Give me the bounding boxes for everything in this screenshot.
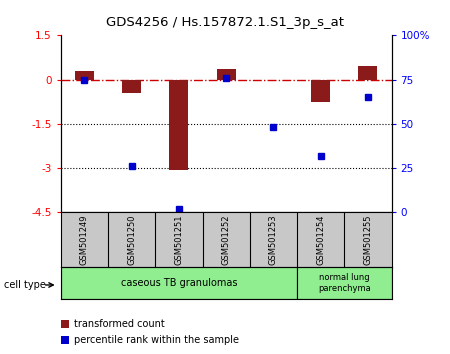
Text: percentile rank within the sample: percentile rank within the sample <box>74 335 239 345</box>
Text: GSM501253: GSM501253 <box>269 215 278 265</box>
Bar <box>61 267 297 299</box>
Text: GSM501252: GSM501252 <box>221 215 230 265</box>
Bar <box>61 320 69 328</box>
Bar <box>61 336 69 344</box>
Text: GSM501254: GSM501254 <box>316 215 325 265</box>
Text: GSM501249: GSM501249 <box>80 215 89 265</box>
Text: normal lung
parenchyma: normal lung parenchyma <box>318 274 371 293</box>
Text: transformed count: transformed count <box>74 319 165 329</box>
Text: GSM501250: GSM501250 <box>127 215 136 265</box>
Text: caseous TB granulomas: caseous TB granulomas <box>121 278 237 288</box>
Text: GSM501255: GSM501255 <box>364 215 373 265</box>
Text: GSM501251: GSM501251 <box>175 215 184 265</box>
Bar <box>311 80 330 102</box>
Bar <box>297 267 392 299</box>
Bar <box>169 80 189 170</box>
Text: cell type: cell type <box>4 280 46 290</box>
Bar <box>122 80 141 93</box>
Bar <box>75 71 94 80</box>
Bar <box>358 67 378 80</box>
Bar <box>217 69 236 80</box>
Text: GDS4256 / Hs.157872.1.S1_3p_s_at: GDS4256 / Hs.157872.1.S1_3p_s_at <box>106 16 344 29</box>
